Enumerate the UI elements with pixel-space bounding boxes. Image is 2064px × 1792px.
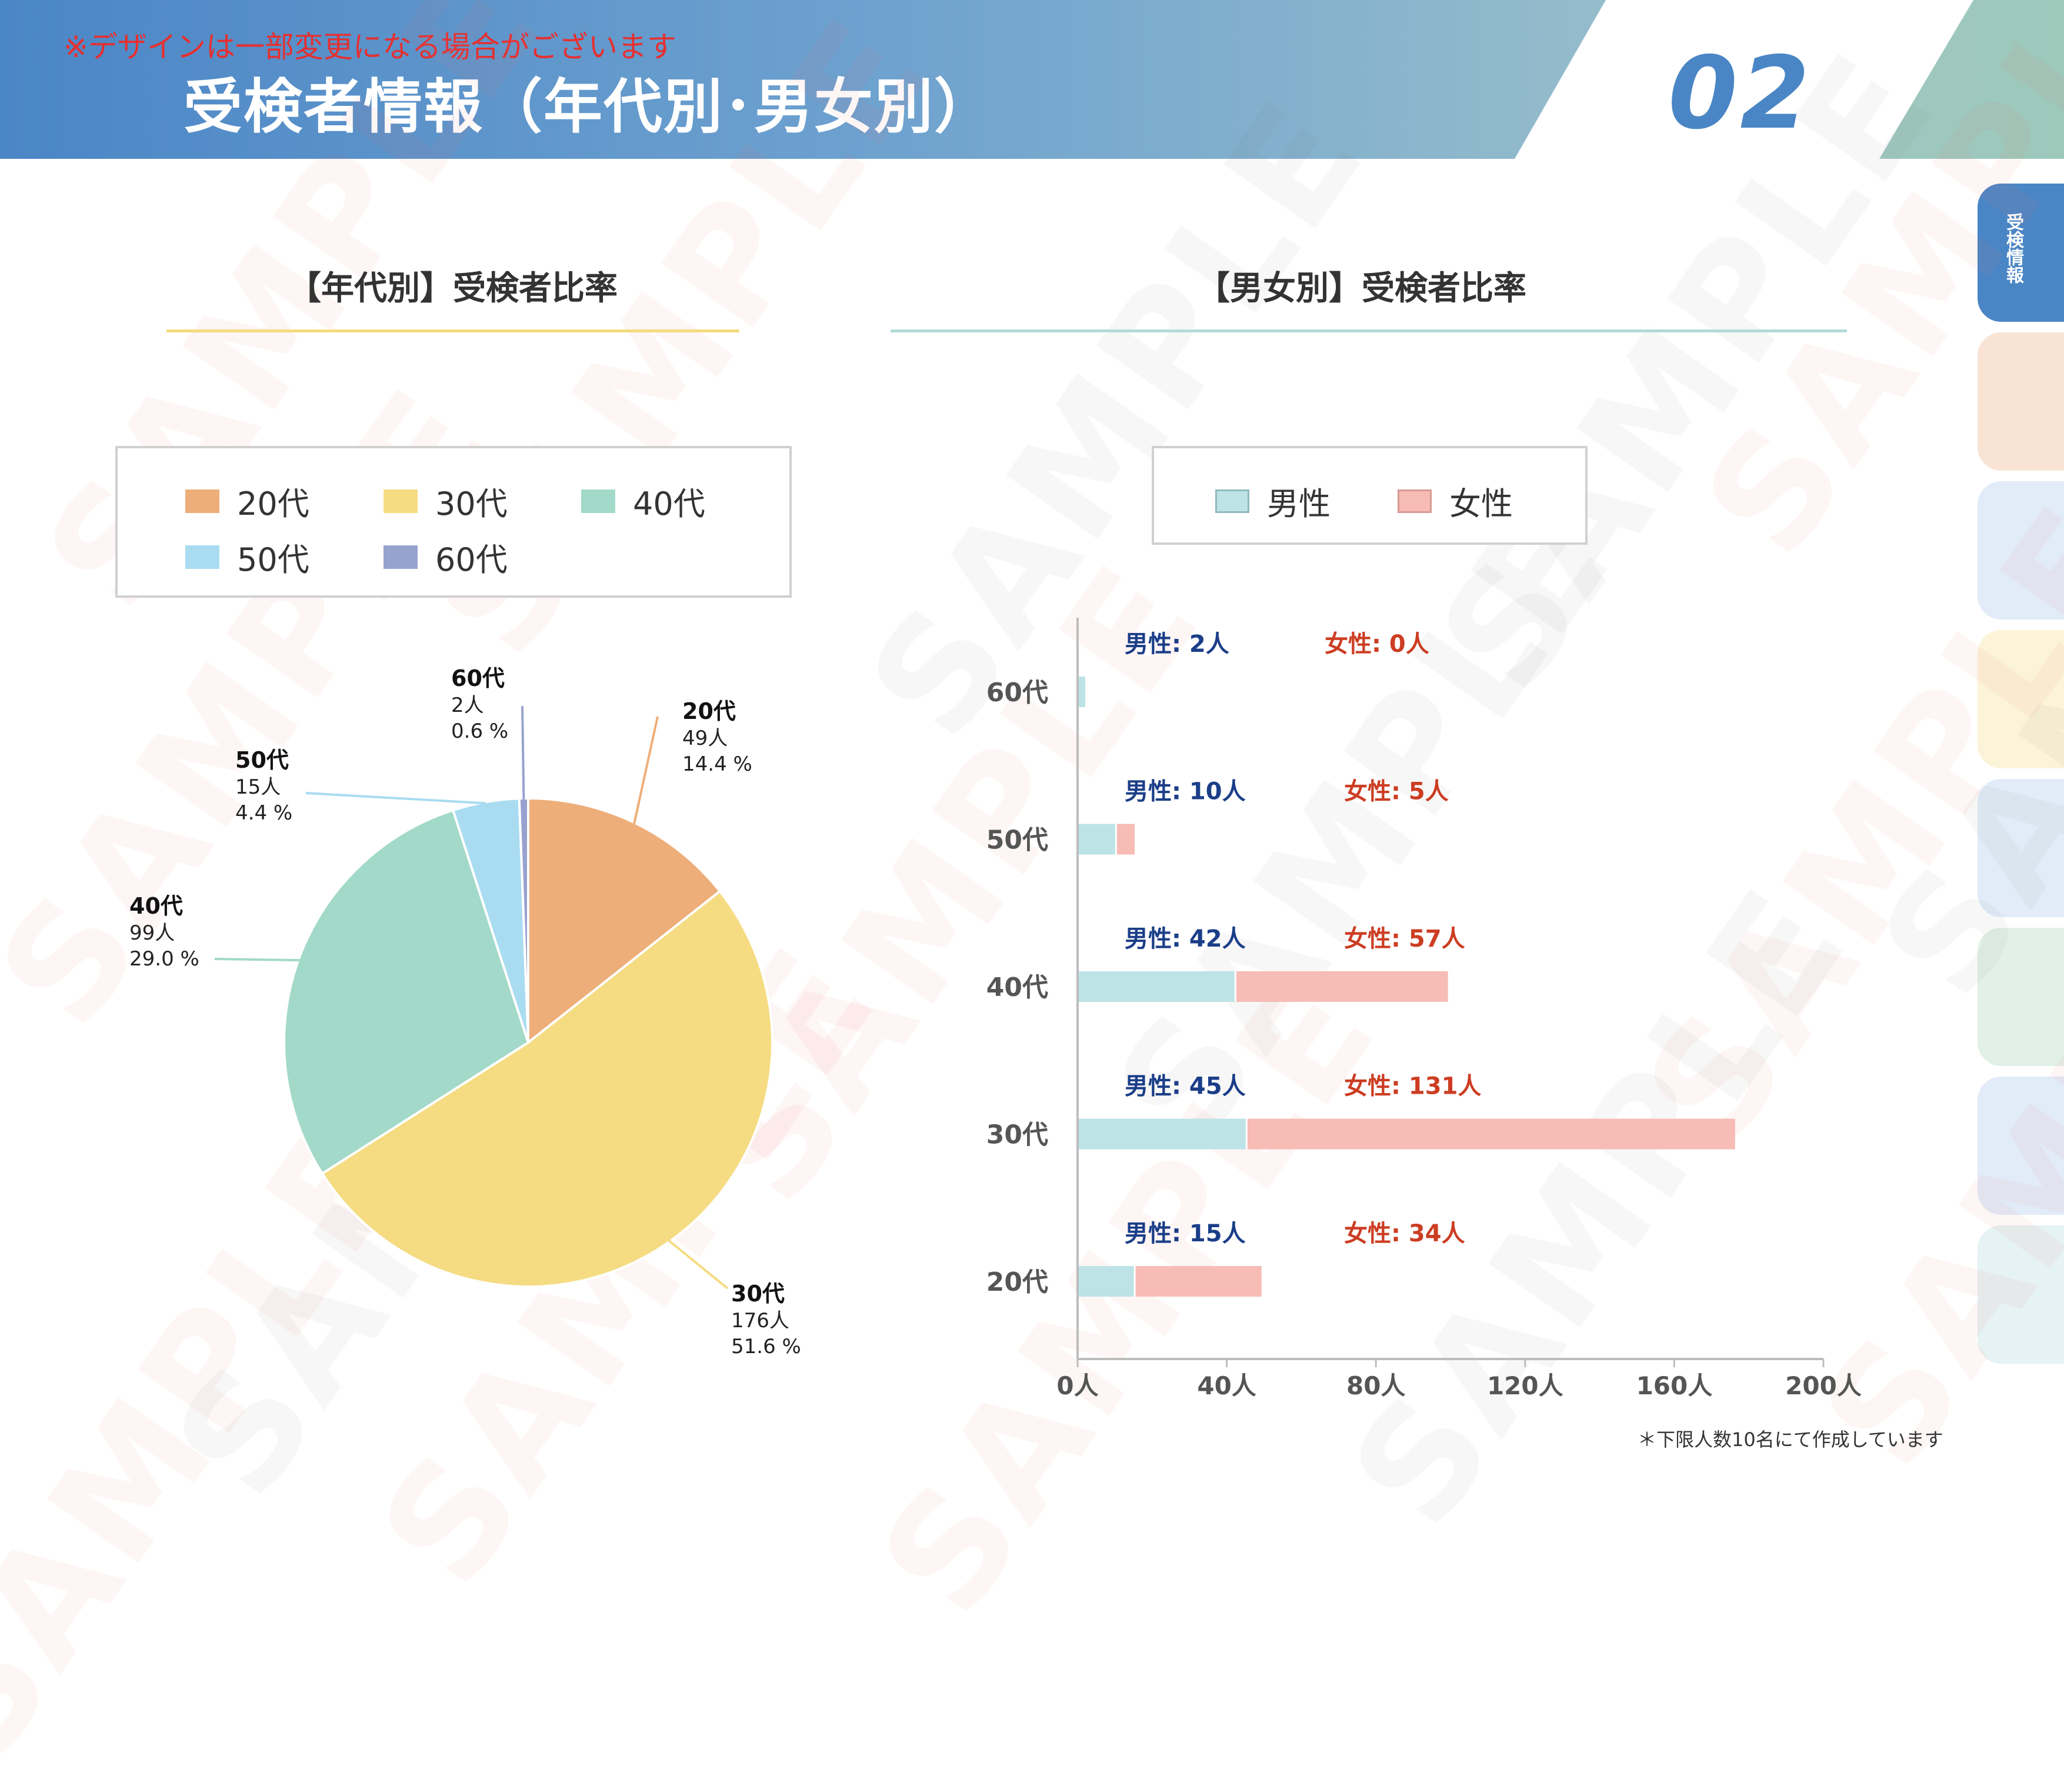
header-band [0,0,2064,159]
side-tab-3[interactable] [1978,481,2064,619]
pie-label-count: 2人 [451,694,484,717]
gender-chart-title: 【男女別】受検者比率 [1197,269,1526,308]
bar-female-40代 [1235,971,1448,1002]
x-tick-label: 40人 [1197,1371,1256,1400]
bar-label-female: 女性: 5人 [1344,778,1449,805]
bar-label-female: 女性: 0人 [1325,631,1429,658]
pie-label-count: 49人 [682,727,728,750]
x-tick-label: 160人 [1636,1371,1713,1400]
pie-label-count: 15人 [235,775,281,799]
age-chart-title: 【年代別】受検者比率 [288,269,618,308]
pie-label-percent: 29.0 % [129,947,199,971]
side-tab-4[interactable] [1978,630,2064,768]
side-tab-1[interactable]: 受検情報 [1978,184,2064,322]
age-legend: 20代 30代 40代 50代 60代 [115,446,792,598]
side-tab-2[interactable] [1978,332,2064,471]
side-tab-5[interactable] [1978,779,2064,917]
bar-label-male: 男性: 42人 [1125,925,1246,952]
legend-label-male: 男性 [1267,485,1331,522]
bar-label-female: 女性: 57人 [1344,925,1465,952]
design-notice: ※デザインは一部変更になる場合がございます [64,30,676,64]
legend-swatch-30 [384,489,418,513]
y-tick-label: 30代 [986,1120,1048,1150]
age-chart-title-rule [166,329,739,332]
legend-item-50: 50代 [185,534,309,580]
legend-label-female: 女性 [1449,485,1513,522]
y-tick-label: 50代 [986,825,1048,855]
pie-label-age: 60代 [451,665,505,691]
legend-swatch-60 [384,545,418,569]
gender-chart-title-rule [891,329,1847,332]
pie-leader-line [633,716,659,824]
y-tick-label: 20代 [986,1267,1048,1297]
pie-leader-line [521,705,525,800]
bar-label-female: 女性: 131人 [1344,1073,1481,1100]
gender-legend: 男性 女性 [1152,446,1588,545]
legend-label-60: 60代 [435,541,508,578]
bar-male-40代 [1079,971,1236,1002]
side-tab-6[interactable] [1978,928,2064,1066]
pie-label-age: 40代 [129,893,183,919]
legend-item-40: 40代 [581,478,705,524]
side-tab-7[interactable] [1978,1077,2064,1215]
bar-label-male: 男性: 45人 [1125,1073,1246,1100]
side-tab-label: 受検情報 [2003,213,2023,284]
pie-label-age: 50代 [235,747,289,773]
bar-male-30代 [1079,1118,1247,1150]
legend-swatch-50 [185,545,219,569]
pie-label-percent: 4.4 % [235,801,292,825]
legend-item-male: 男性 [1215,478,1331,524]
bar-female-50代 [1116,824,1135,855]
legend-swatch-female [1398,489,1432,513]
x-tick-label: 80人 [1346,1371,1405,1400]
pie-label-percent: 0.6 % [451,720,508,743]
bar-label-male: 男性: 2人 [1125,631,1229,658]
footnote: ＊下限人数10名にて作成しています [1638,1428,1943,1451]
pie-label-count: 99人 [129,921,175,945]
gender-bar-chart: 0人 40人 80人 120人 160人 200人 20代 男性: 15人 女性: 34人 30代… [986,618,1862,1400]
page-title: 受検者情報（年代別･男女別） [184,72,994,141]
legend-label-40: 40代 [633,485,705,522]
x-tick-label: 120人 [1487,1371,1563,1400]
bar-male-60代 [1079,677,1086,707]
bar-label-male: 男性: 10人 [1125,778,1246,805]
pie-label-count: 176人 [731,1309,789,1333]
legend-swatch-20 [185,489,219,513]
bar-label-male: 男性: 15人 [1125,1220,1246,1247]
legend-swatch-male [1215,489,1249,513]
legend-item-60: 60代 [384,534,508,580]
side-tab-8[interactable] [1978,1225,2064,1364]
legend-label-20: 20代 [237,485,309,522]
y-tick-label: 60代 [986,678,1048,708]
legend-item-30: 30代 [384,478,508,524]
pie-label-percent: 51.6 % [731,1335,801,1358]
pie-leader-line [305,792,486,805]
legend-item-20: 20代 [185,478,309,524]
legend-label-30: 30代 [435,485,508,522]
pie-data-label-60代: 60代 2人 0.6 % [451,665,508,743]
bar-male-20代 [1079,1266,1135,1297]
pie-label-age: 20代 [682,698,736,724]
legend-swatch-40 [581,489,615,513]
pie-label-age: 30代 [731,1281,785,1307]
x-tick-label: 200人 [1785,1371,1862,1400]
bar-male-50代 [1079,824,1116,855]
bar-female-30代 [1246,1118,1735,1150]
legend-item-female: 女性 [1398,478,1513,524]
pie-leader-line [668,1240,729,1290]
page-header: ※デザインは一部変更になる場合がございます 受検者情報（年代別･男女別） 02 [0,0,2064,159]
y-tick-label: 40代 [986,972,1048,1002]
page-number: 02 [1668,35,1812,152]
bar-female-20代 [1135,1266,1262,1297]
legend-label-50: 50代 [237,541,309,578]
x-tick-label: 0人 [1056,1371,1098,1400]
bar-label-female: 女性: 34人 [1344,1220,1465,1247]
pie-label-percent: 14.4 % [682,752,752,776]
pie-leader-line [214,958,300,962]
